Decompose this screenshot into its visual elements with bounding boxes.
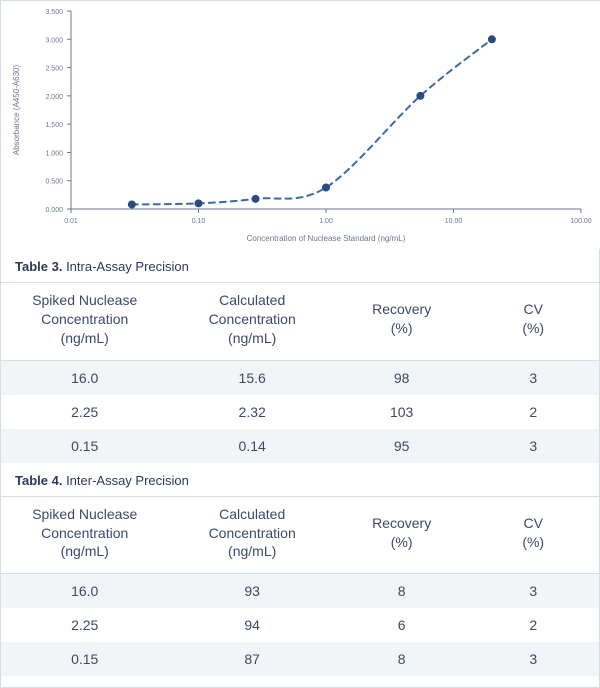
table3-cell: 2 [467,395,599,429]
svg-text:100.00: 100.00 [570,218,592,225]
table4-cell: 93 [168,574,335,609]
table3-cell: 0.15 [1,429,168,463]
table4: Spiked NucleaseConcentration(ng/mL) Calc… [1,496,599,677]
table3-title-rest: Intra-Assay Precision [62,259,188,274]
table4-cell: 87 [168,642,335,676]
svg-text:1.500: 1.500 [45,122,63,129]
table3-cell: 98 [336,360,468,395]
table4-cell: 3 [467,574,599,609]
svg-text:2.000: 2.000 [45,94,63,101]
table4-cell: 8 [336,642,468,676]
table3-cell: 2.32 [168,395,335,429]
svg-text:Absorbance (A450-A630): Absorbance (A450-A630) [12,65,21,156]
table3-cell: 3 [467,360,599,395]
table-row: 0.150.14953 [1,429,599,463]
svg-text:3.000: 3.000 [45,37,63,44]
svg-text:2.500: 2.500 [45,66,63,73]
table3-title: Table 3. Intra-Assay Precision [1,249,599,282]
table3-cell: 103 [336,395,468,429]
svg-text:0.01: 0.01 [64,218,78,225]
table3-title-prefix: Table 3. [15,259,62,274]
table4-cell: 94 [168,608,335,642]
table-row: 16.015.6983 [1,360,599,395]
table3-header-0: Spiked NucleaseConcentration(ng/mL) [1,283,168,361]
table4-header-0: Spiked NucleaseConcentration(ng/mL) [1,496,168,574]
table4-cell: 3 [467,642,599,676]
table4-title-prefix: Table 4. [15,473,62,488]
table3-cell: 3 [467,429,599,463]
table4-cell: 2.25 [1,608,168,642]
table3: Spiked NucleaseConcentration(ng/mL) Calc… [1,282,599,463]
svg-text:0.500: 0.500 [45,179,63,186]
table4-cell: 8 [336,574,468,609]
table-row: 16.09383 [1,574,599,609]
table4-header-3: CV(%) [467,496,599,574]
table4-cell: 2 [467,608,599,642]
svg-text:Concentration of Nuclease Stan: Concentration of Nuclease Standard (ng/m… [247,234,406,243]
table3-cell: 2.25 [1,395,168,429]
table4-header-1: CalculatedConcentration(ng/mL) [168,496,335,574]
table4-header-2: Recovery(%) [336,496,468,574]
table3-header-1: CalculatedConcentration(ng/mL) [168,283,335,361]
table4-cell: 6 [336,608,468,642]
svg-text:1.00: 1.00 [319,218,333,225]
table3-cell: 95 [336,429,468,463]
svg-text:10.00: 10.00 [445,218,463,225]
table-row: 2.259462 [1,608,599,642]
table4-cell: 16.0 [1,574,168,609]
table4-title-rest: Inter-Assay Precision [62,473,188,488]
table4-cell: 0.15 [1,642,168,676]
table4-title: Table 4. Inter-Assay Precision [1,463,599,496]
table3-cell: 0.14 [168,429,335,463]
svg-text:3.500: 3.500 [45,9,63,16]
table3-cell: 16.0 [1,360,168,395]
table3-cell: 15.6 [168,360,335,395]
svg-text:0.000: 0.000 [45,207,63,214]
table3-header-3: CV(%) [467,283,599,361]
svg-text:0.10: 0.10 [192,218,206,225]
table-row: 0.158783 [1,642,599,676]
svg-text:1.000: 1.000 [45,150,63,157]
table-row: 2.252.321032 [1,395,599,429]
table3-header-2: Recovery(%) [336,283,468,361]
standard-curve-chart: 0.000 0.500 1.000 1.500 2.000 2.500 3.000 3.500… [1,1,599,249]
